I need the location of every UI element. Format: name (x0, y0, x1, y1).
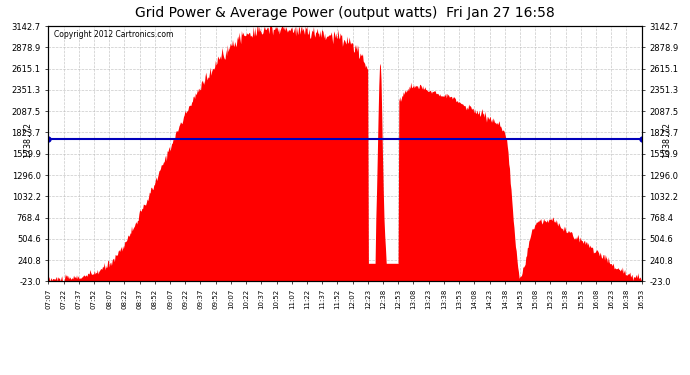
Text: 1738.72: 1738.72 (662, 122, 671, 157)
Text: Grid Power & Average Power (output watts)  Fri Jan 27 16:58: Grid Power & Average Power (output watts… (135, 6, 555, 20)
Text: 1738.72: 1738.72 (23, 122, 32, 157)
Text: Copyright 2012 Cartronics.com: Copyright 2012 Cartronics.com (55, 30, 174, 39)
